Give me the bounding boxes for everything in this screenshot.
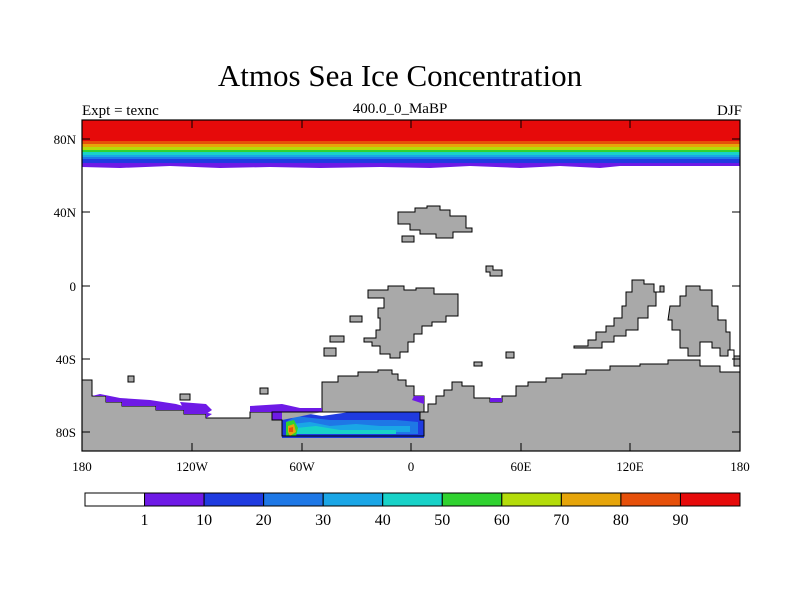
land-small-islet	[505, 351, 515, 359]
lon-label-180e: 180	[730, 459, 750, 474]
land-south-america	[363, 285, 459, 359]
land-northern-block	[397, 205, 473, 239]
lat-label-80n: 80N	[54, 132, 77, 147]
lon-tick-marks	[81, 120, 741, 451]
colorbar-label: 1	[141, 512, 149, 529]
colorbar-label: 70	[553, 512, 569, 529]
colorbar-box-0	[84, 492, 146, 507]
colorbar-box-4	[322, 492, 384, 507]
colorbar-box-8	[560, 492, 622, 507]
lon-label-120w: 120W	[176, 459, 209, 474]
colorbar-box-10	[679, 492, 741, 507]
land-small-islet-5	[179, 393, 191, 401]
colorbar-label: 10	[196, 512, 212, 529]
chart-title: Atmos Sea Ice Concentration	[217, 58, 583, 93]
lon-label-0: 0	[408, 459, 415, 474]
colorbar-label: 80	[613, 512, 629, 529]
lon-axis: 180 120W 60W 0 60E 120E 180	[72, 459, 750, 474]
land-masses	[81, 205, 741, 452]
map-panel	[81, 119, 741, 452]
lon-label-180w: 180	[72, 459, 92, 474]
colorbar-label: 20	[256, 512, 272, 529]
period-label: 400.0_0_MaBP	[352, 101, 448, 117]
land-west-island	[349, 315, 363, 323]
land-small-islet-4	[259, 387, 269, 395]
colorbar: 1 10 20 30 40 50 60 70 80 90	[84, 492, 741, 529]
lat-label-80s: 80S	[56, 425, 76, 440]
land-islet-b	[485, 265, 503, 277]
colorbar-label: 60	[494, 512, 510, 529]
colorbar-label: 30	[315, 512, 331, 529]
colorbar-box-1	[144, 492, 205, 507]
colorbar-box-3	[263, 492, 324, 507]
lat-label-40s: 40S	[56, 352, 76, 367]
lat-label-eq: 0	[70, 279, 77, 294]
land-africa	[573, 279, 665, 349]
land-islet-a	[401, 235, 415, 243]
lon-label-60e: 60E	[511, 459, 532, 474]
lon-label-60w: 60W	[289, 459, 315, 474]
colorbar-label: 90	[672, 512, 688, 529]
experiment-label: Expt = texnc	[82, 103, 159, 119]
land-west-islet-2	[323, 347, 337, 357]
colorbar-box-5	[382, 492, 443, 507]
arctic-sea-ice	[82, 120, 740, 168]
season-label: DJF	[716, 103, 742, 119]
lat-label-40n: 40N	[54, 205, 77, 220]
lat-axis: 80N 40N 0 40S 80S	[54, 132, 77, 440]
land-west-islet	[329, 335, 345, 343]
lat-tick-marks	[82, 138, 740, 433]
colorbar-label: 40	[375, 512, 391, 529]
colorbar-box-9	[620, 492, 681, 507]
colorbar-box-6	[441, 492, 503, 507]
land-small-islet-2	[473, 361, 483, 367]
land-small-islet-3	[127, 375, 135, 383]
lon-label-120e: 120E	[616, 459, 644, 474]
colorbar-box-2	[203, 492, 265, 507]
colorbar-box-7	[501, 492, 562, 507]
colorbar-label: 50	[434, 512, 450, 529]
